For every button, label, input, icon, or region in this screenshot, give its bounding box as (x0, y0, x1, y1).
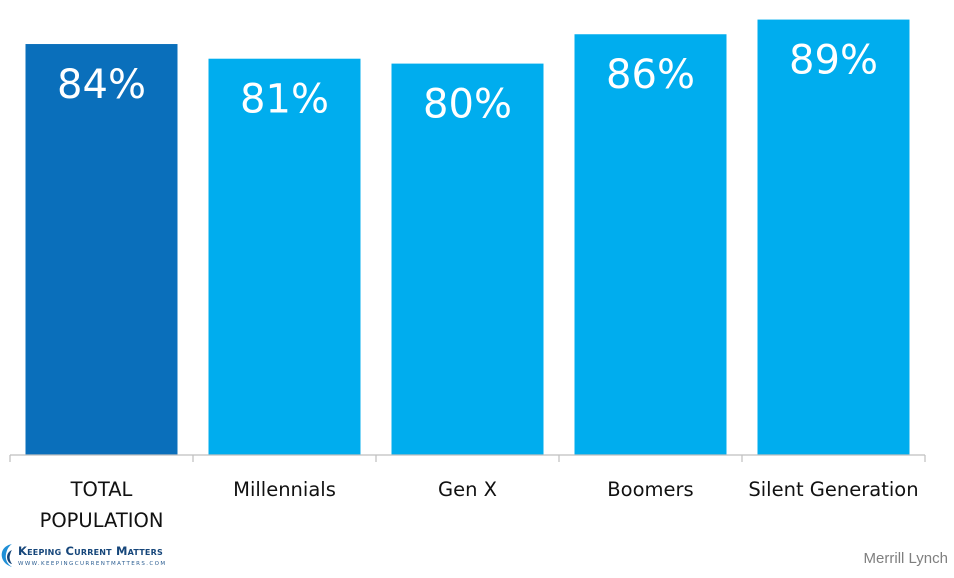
category-label: Millennials (233, 478, 336, 501)
bar (208, 58, 361, 455)
data-label: 80% (423, 82, 512, 128)
category-labels: TOTAL POPULATION Millennials Gen X Boomers Si… (40, 478, 919, 532)
bar (391, 63, 544, 456)
bar (574, 34, 727, 455)
bar (757, 19, 910, 456)
bar-chart: 84% 81% 80% 86% 89% TOTAL POPULATION Millennia… (9, 19, 926, 532)
logo-url: WWW.KEEPINGCURRENTMATTERS.COM (18, 561, 167, 567)
x-axis (9, 454, 926, 462)
category-label-line: Gen X (438, 478, 497, 501)
category-label: Gen X (438, 478, 497, 501)
category-label: Silent Generation (748, 478, 918, 501)
category-label-line: Boomers (607, 478, 693, 501)
source-label: Merrill Lynch (863, 550, 948, 567)
bars-group: 84% 81% 80% 86% 89% (25, 19, 910, 456)
category-label-line: Silent Generation (748, 478, 918, 501)
category-label-line: POPULATION (40, 509, 164, 532)
logo-title: Keeping Current Matters (18, 544, 163, 558)
category-label-line: Millennials (233, 478, 336, 501)
category-label-line: TOTAL (70, 478, 133, 501)
logo: Keeping Current Matters WWW.KEEPINGCURRE… (0, 538, 220, 578)
data-label: 84% (57, 62, 146, 108)
bar (25, 44, 178, 455)
logo-swirl-icon (1, 544, 12, 567)
category-label: Boomers (607, 478, 693, 501)
data-label: 81% (240, 77, 329, 123)
data-label: 89% (789, 38, 878, 84)
data-label: 86% (606, 52, 695, 98)
category-label: TOTAL POPULATION (40, 478, 164, 532)
